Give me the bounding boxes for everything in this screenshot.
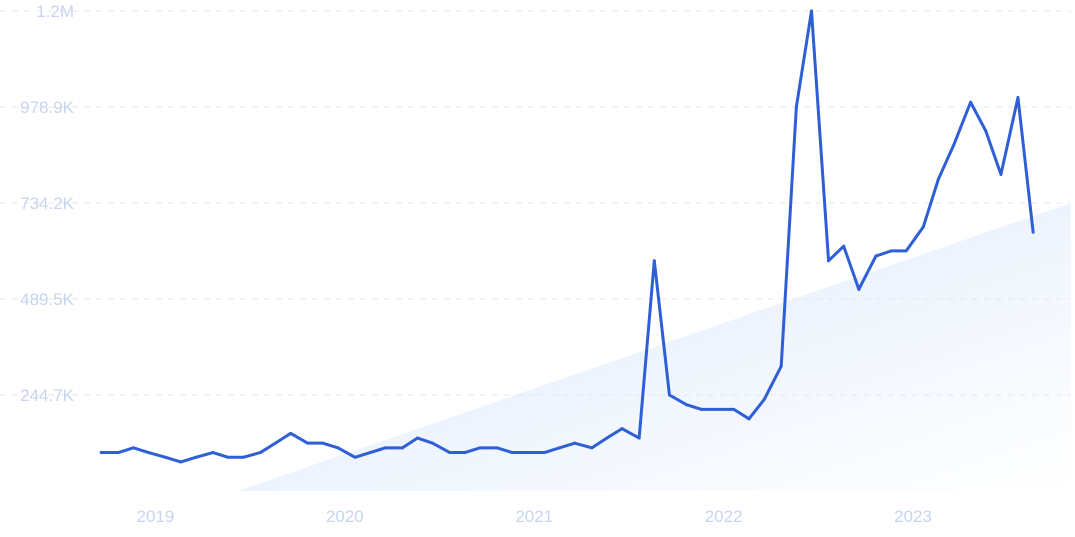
data-point <box>353 455 357 459</box>
data-point <box>226 455 230 459</box>
data-point <box>652 259 656 263</box>
data-point <box>889 249 893 253</box>
data-point <box>921 225 925 229</box>
data-point <box>904 249 908 253</box>
data-point <box>478 446 482 450</box>
y-axis-ticks: 244.7K 489.5K 734.2K 978.9K 1.2M <box>20 2 75 405</box>
series-line <box>99 9 1035 464</box>
y-tick-label: 978.9K <box>20 98 75 117</box>
series-points <box>99 9 1035 464</box>
data-point <box>164 455 168 459</box>
data-point <box>1016 96 1020 100</box>
data-point <box>211 451 215 455</box>
data-point <box>336 446 340 450</box>
x-tick-label: 2021 <box>515 507 553 526</box>
data-point <box>573 441 577 445</box>
data-point <box>495 446 499 450</box>
data-point <box>510 451 514 455</box>
data-point <box>827 259 831 263</box>
data-point <box>116 451 120 455</box>
data-point <box>874 254 878 258</box>
gridlines <box>0 10 1071 396</box>
x-tick-label: 2019 <box>136 507 174 526</box>
x-tick-label: 2022 <box>705 507 743 526</box>
data-point <box>321 441 325 445</box>
data-point <box>605 436 609 440</box>
data-point <box>273 441 277 445</box>
trend-area <box>237 203 1071 491</box>
y-tick-label: 1.2M <box>36 2 74 21</box>
data-point <box>99 451 103 455</box>
data-point <box>431 441 435 445</box>
data-point <box>241 455 245 459</box>
data-point <box>667 393 671 397</box>
data-point <box>700 407 704 411</box>
data-point <box>289 431 293 435</box>
data-point <box>179 460 183 464</box>
x-tick-label: 2023 <box>894 507 932 526</box>
y-tick-label: 489.5K <box>20 290 75 309</box>
data-point <box>131 446 135 450</box>
data-point <box>732 407 736 411</box>
y-tick-label: 244.7K <box>20 386 75 405</box>
data-point <box>558 446 562 450</box>
data-point <box>999 172 1003 176</box>
data-point <box>620 427 624 431</box>
data-point <box>857 287 861 291</box>
data-point <box>715 407 719 411</box>
data-point <box>684 403 688 407</box>
data-point <box>637 436 641 440</box>
data-point <box>463 451 467 455</box>
data-point <box>525 451 529 455</box>
data-point <box>258 451 262 455</box>
y-tick-label: 734.2K <box>20 194 75 213</box>
data-point <box>810 9 814 13</box>
data-point <box>747 417 751 421</box>
data-point <box>842 244 846 248</box>
data-point <box>969 100 973 104</box>
data-point <box>779 364 783 368</box>
data-point <box>762 398 766 402</box>
data-point <box>368 451 372 455</box>
data-point <box>194 455 198 459</box>
x-axis-ticks: 2019 2020 2021 2022 2023 <box>136 507 931 526</box>
data-point <box>306 441 310 445</box>
data-point <box>952 143 956 147</box>
data-point <box>936 177 940 181</box>
data-point <box>794 105 798 109</box>
data-point <box>448 451 452 455</box>
data-point <box>147 451 151 455</box>
data-point <box>542 451 546 455</box>
data-point <box>1031 230 1035 234</box>
data-point <box>590 446 594 450</box>
data-point <box>383 446 387 450</box>
x-tick-label: 2020 <box>326 507 364 526</box>
data-point <box>416 436 420 440</box>
data-point <box>400 446 404 450</box>
data-point <box>984 129 988 133</box>
